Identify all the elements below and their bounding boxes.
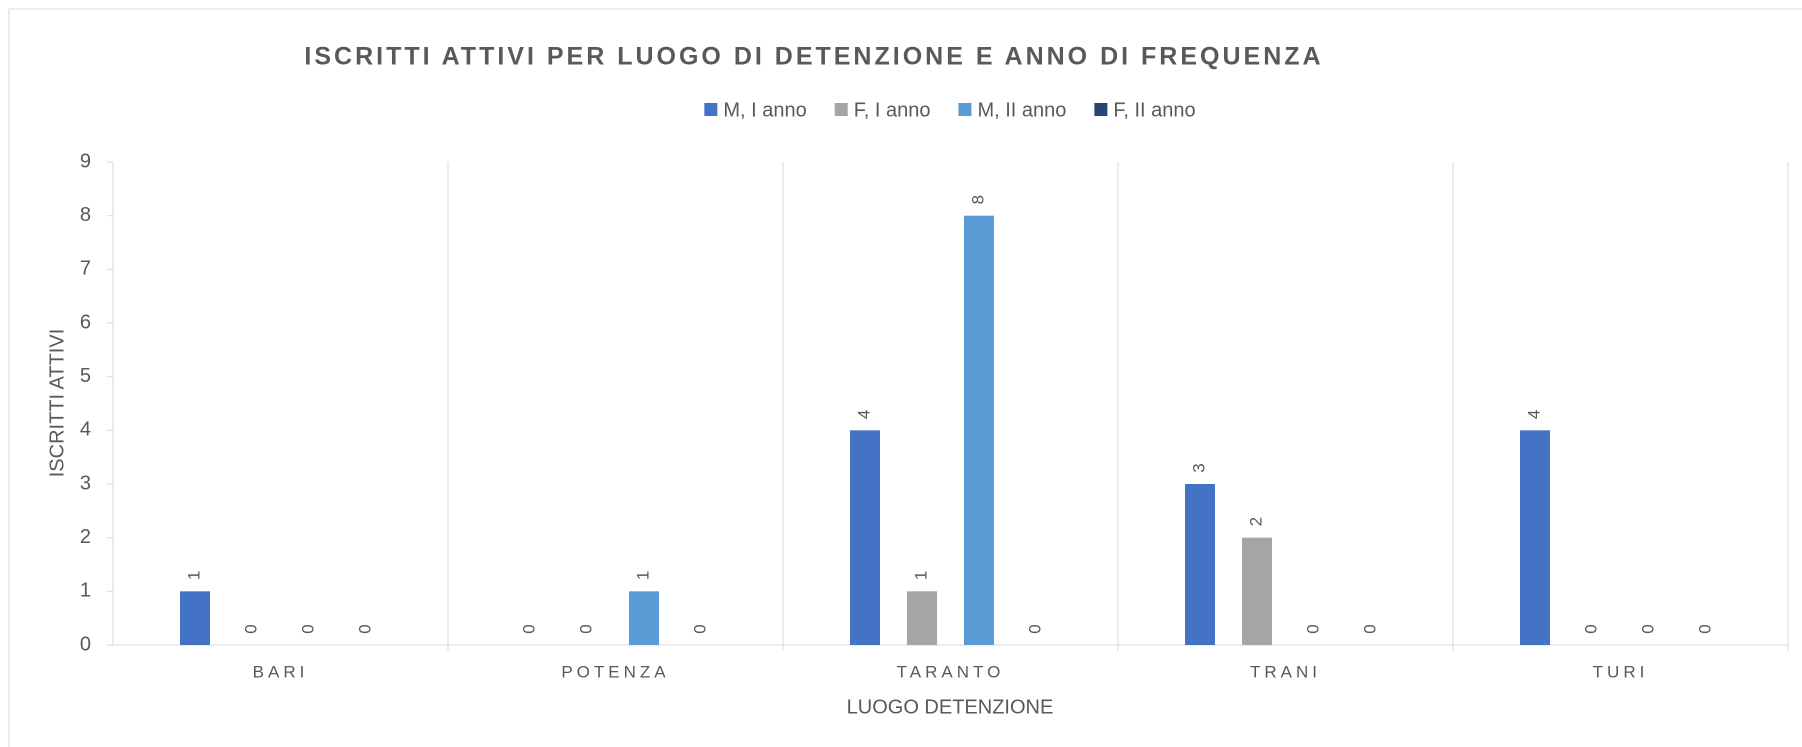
data-label: 0 bbox=[1025, 624, 1044, 633]
bar bbox=[1520, 430, 1550, 645]
x-tick-label: TRANI bbox=[1250, 662, 1321, 681]
data-label: 0 bbox=[519, 624, 538, 633]
x-tick-label: TARANTO bbox=[897, 662, 1005, 681]
legend-swatch bbox=[704, 103, 718, 116]
data-label: 4 bbox=[854, 410, 873, 419]
y-tick-label: 8 bbox=[80, 204, 91, 226]
bar bbox=[1185, 484, 1215, 645]
legend-swatch bbox=[834, 103, 848, 116]
data-label: 0 bbox=[298, 624, 317, 633]
y-tick-label: 5 bbox=[80, 365, 91, 387]
y-tick-label: 6 bbox=[80, 311, 91, 333]
y-tick-label: 7 bbox=[80, 258, 91, 280]
y-tick-label: 1 bbox=[80, 580, 91, 602]
data-label: 0 bbox=[690, 624, 709, 633]
data-label: 3 bbox=[1189, 463, 1208, 472]
data-label: 0 bbox=[1303, 624, 1322, 633]
data-label: 1 bbox=[911, 571, 930, 580]
bar bbox=[629, 591, 659, 645]
data-label: 0 bbox=[355, 624, 374, 633]
data-label: 4 bbox=[1524, 410, 1543, 419]
data-label: 1 bbox=[184, 571, 203, 580]
x-axis-title: LUOGO DETENZIONE bbox=[847, 696, 1054, 718]
x-tick-label: BARI bbox=[253, 662, 309, 681]
data-label: 0 bbox=[1695, 624, 1714, 633]
data-label: 0 bbox=[576, 624, 595, 633]
data-label: 0 bbox=[1360, 624, 1379, 633]
chart-frame bbox=[8, 8, 1802, 747]
bar bbox=[180, 591, 210, 645]
data-label: 0 bbox=[1638, 624, 1657, 633]
legend-label: F, I anno bbox=[854, 99, 931, 121]
y-tick-label: 3 bbox=[80, 472, 91, 494]
data-label: 0 bbox=[241, 624, 260, 633]
y-tick-label: 0 bbox=[80, 633, 91, 655]
y-tick-label: 9 bbox=[80, 150, 91, 172]
legend-label: M, II anno bbox=[977, 99, 1066, 121]
data-label: 0 bbox=[1581, 624, 1600, 633]
legend-swatch bbox=[1094, 103, 1108, 116]
chart-title: ISCRITTI ATTIVI PER LUOGO DI DETENZIONE … bbox=[304, 43, 1323, 71]
y-axis-title: ISCRITTI ATTIVI bbox=[46, 329, 68, 478]
bar bbox=[964, 215, 994, 645]
bar bbox=[1242, 537, 1272, 645]
legend-swatch bbox=[958, 103, 972, 116]
y-tick-label: 2 bbox=[80, 526, 91, 548]
bar bbox=[850, 430, 880, 645]
x-tick-label: TURI bbox=[1593, 662, 1649, 681]
data-label: 2 bbox=[1246, 517, 1265, 526]
data-label: 1 bbox=[633, 571, 652, 580]
legend-label: F, II anno bbox=[1113, 99, 1195, 121]
data-label: 8 bbox=[968, 195, 987, 204]
x-tick-label: POTENZA bbox=[561, 662, 669, 681]
legend-label: M, I anno bbox=[723, 99, 806, 121]
y-tick-label: 4 bbox=[80, 419, 91, 441]
bar bbox=[907, 591, 937, 645]
